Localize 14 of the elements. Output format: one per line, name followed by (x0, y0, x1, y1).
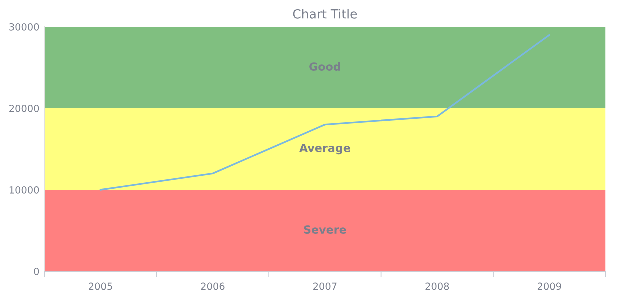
band-label: Average (300, 144, 350, 155)
y-tick-label: 20000 (10, 104, 40, 112)
y-tick-label: 0 (34, 268, 40, 276)
x-tick-label: 2006 (201, 282, 225, 290)
y-tick-label: 30000 (10, 23, 40, 31)
band-label: Good (310, 62, 340, 71)
x-tick-label: 2007 (314, 282, 337, 290)
x-tick-label: 2005 (89, 282, 112, 290)
band-label: Severe (304, 226, 346, 234)
x-tick-label: 2008 (426, 282, 450, 290)
y-tick-label: 10000 (10, 186, 40, 194)
chart-title: Chart Title (293, 9, 358, 19)
line-series (100, 34, 550, 191)
x-tick-label: 2009 (538, 282, 562, 290)
